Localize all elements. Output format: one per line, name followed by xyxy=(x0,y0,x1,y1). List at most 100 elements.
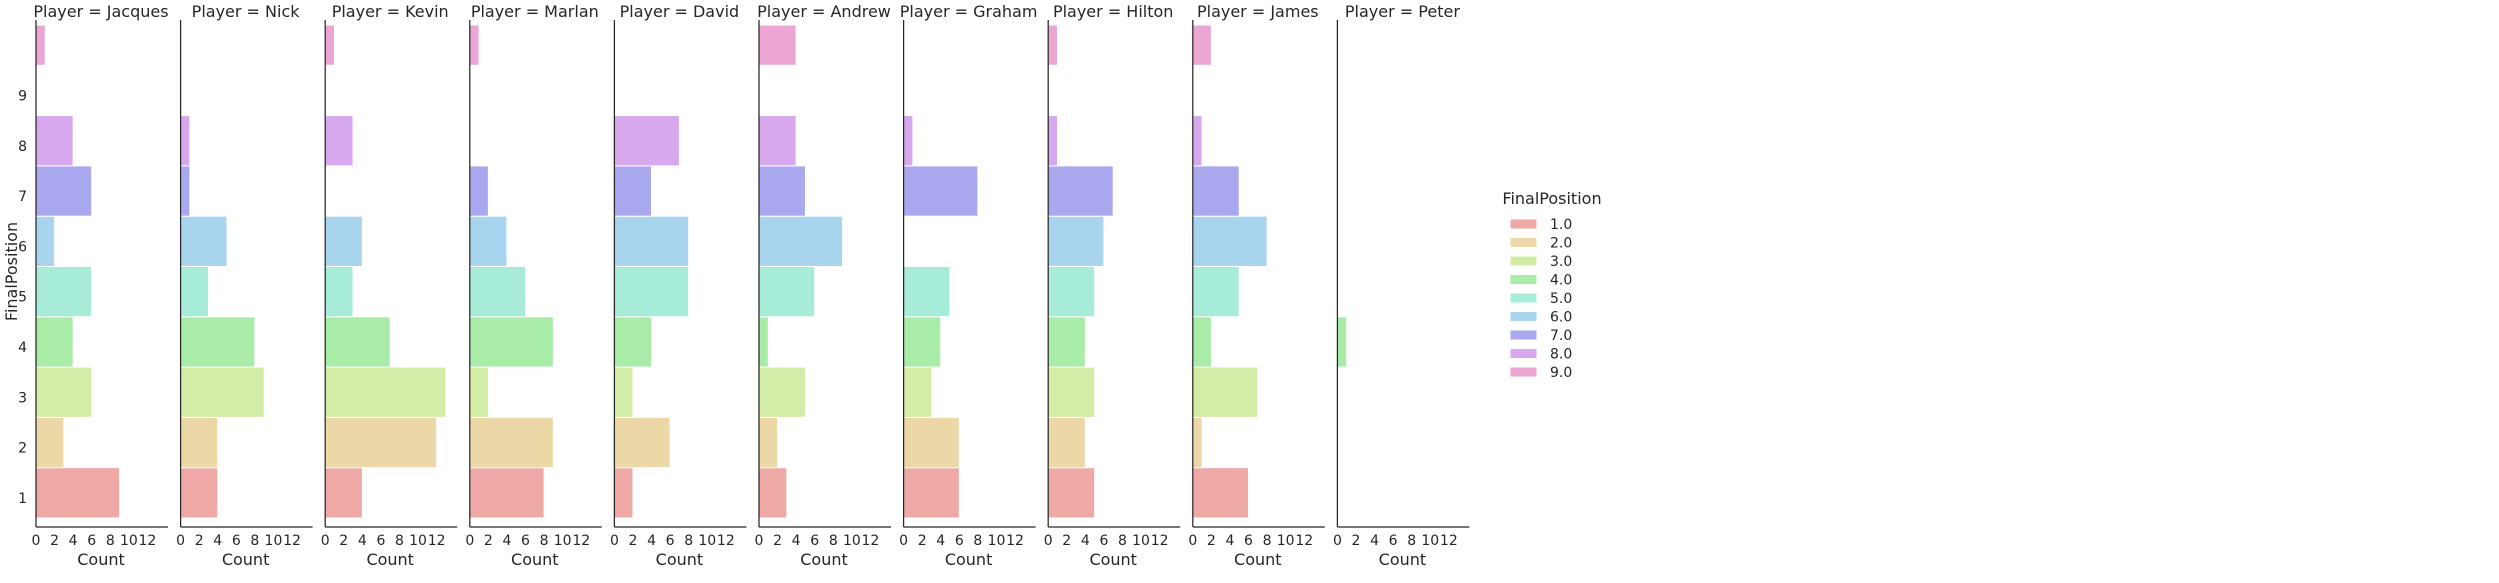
panel-title-nick: Player = Nick xyxy=(192,2,301,21)
legend-swatch-7 xyxy=(1509,329,1538,341)
bar-david-bin-4 xyxy=(613,316,653,368)
x-tick-label-graham-6: 6 xyxy=(955,533,964,549)
x-tick-label-peter-8: 8 xyxy=(1407,533,1416,549)
bar-marlan-bin-3 xyxy=(469,366,489,418)
x-tick-label-andrew-8: 8 xyxy=(829,533,838,549)
y-tick-label-2: 2 xyxy=(18,441,27,457)
x-tick-label-peter-6: 6 xyxy=(1389,533,1398,549)
bar-hilton-bin-8 xyxy=(1047,115,1058,167)
bar-james-bin-7 xyxy=(1192,165,1240,217)
x-axis-label-james: Count xyxy=(1234,550,1282,569)
panel-title-peter: Player = Peter xyxy=(1345,2,1460,21)
x-tick-label-jacques-8: 8 xyxy=(106,533,115,549)
bar-hilton-bin-7 xyxy=(1047,165,1114,217)
x-tick-label-james-8: 8 xyxy=(1263,533,1272,549)
x-tick-label-graham-4: 4 xyxy=(936,533,945,549)
x-tick-label-peter-10: 10 xyxy=(1421,533,1439,549)
x-tick-label-hilton-0: 0 xyxy=(1044,533,1053,549)
y-tick-label-8: 8 xyxy=(18,139,27,155)
bar-marlan-bin-1 xyxy=(469,467,545,519)
bar-james-bin-1 xyxy=(1192,467,1250,519)
x-tick-label-kevin-4: 4 xyxy=(358,533,367,549)
bar-andrew-bin-7 xyxy=(758,165,806,217)
x-tick-label-hilton-10: 10 xyxy=(1132,533,1150,549)
x-axis-label-peter: Count xyxy=(1379,550,1427,569)
y-tick-label-3: 3 xyxy=(18,390,27,406)
bar-hilton-bin-3 xyxy=(1047,366,1096,418)
bar-graham-bin-4 xyxy=(903,316,942,368)
bar-andrew-bin-2 xyxy=(758,416,779,469)
x-tick-label-marlan-12: 12 xyxy=(572,533,590,549)
x-tick-label-james-6: 6 xyxy=(1244,533,1253,549)
bar-graham-bin-8 xyxy=(903,115,914,167)
x-axis-label-hilton: Count xyxy=(1089,550,1137,569)
x-tick-label-nick-6: 6 xyxy=(232,533,241,549)
bar-hilton-bin-2 xyxy=(1047,416,1086,469)
bar-jacques-bin-7 xyxy=(35,165,93,217)
bar-james-bin-4 xyxy=(1192,316,1212,368)
bar-hilton-bin-5 xyxy=(1047,265,1096,318)
bar-nick-bin-7 xyxy=(180,165,191,217)
x-tick-label-nick-8: 8 xyxy=(250,533,259,549)
bar-graham-bin-7 xyxy=(903,165,979,217)
x-tick-label-kevin-0: 0 xyxy=(321,533,330,549)
bar-andrew-bin-5 xyxy=(758,265,816,318)
x-tick-label-david-6: 6 xyxy=(666,533,675,549)
x-tick-label-nick-4: 4 xyxy=(213,533,222,549)
x-tick-label-andrew-10: 10 xyxy=(843,533,861,549)
x-tick-label-graham-2: 2 xyxy=(918,533,927,549)
bar-jacques-bin-5 xyxy=(35,265,93,318)
x-axis-label-jacques: Count xyxy=(77,550,125,569)
bar-hilton-bin-4 xyxy=(1047,316,1086,368)
legend-label-7: 7.0 xyxy=(1550,328,1572,344)
x-tick-label-marlan-2: 2 xyxy=(484,533,493,549)
legend-swatch-1 xyxy=(1509,218,1538,230)
panel-title-marlan: Player = Marlan xyxy=(471,2,599,21)
x-tick-label-marlan-4: 4 xyxy=(502,533,511,549)
x-tick-label-david-12: 12 xyxy=(717,533,735,549)
bar-andrew-bin-4 xyxy=(758,316,769,368)
bar-marlan-bin-7 xyxy=(469,165,489,217)
bar-jacques-bin-10 xyxy=(35,24,46,66)
legend-label-2: 2.0 xyxy=(1550,236,1572,252)
bar-david-bin-1 xyxy=(613,467,634,519)
x-tick-label-jacques-2: 2 xyxy=(50,533,59,549)
x-axis-label-nick: Count xyxy=(222,550,270,569)
legend-label-9: 9.0 xyxy=(1550,365,1572,381)
legend-swatch-8 xyxy=(1509,348,1538,359)
x-tick-label-graham-12: 12 xyxy=(1006,533,1024,549)
bar-marlan-bin-6 xyxy=(469,215,508,267)
legend-title: FinalPosition xyxy=(1502,189,1601,208)
x-tick-label-james-10: 10 xyxy=(1277,533,1295,549)
bar-nick-bin-3 xyxy=(180,366,265,418)
x-tick-label-david-8: 8 xyxy=(684,533,693,549)
bar-graham-bin-3 xyxy=(903,366,932,418)
bar-jacques-bin-4 xyxy=(35,316,74,368)
x-tick-label-david-10: 10 xyxy=(698,533,716,549)
x-tick-label-kevin-8: 8 xyxy=(395,533,404,549)
x-tick-label-andrew-4: 4 xyxy=(792,533,801,549)
legend-label-5: 5.0 xyxy=(1550,291,1572,307)
x-tick-label-david-0: 0 xyxy=(610,533,619,549)
x-tick-label-jacques-10: 10 xyxy=(120,533,138,549)
legend-swatch-6 xyxy=(1509,311,1538,322)
bar-kevin-bin-1 xyxy=(324,467,363,519)
x-tick-label-hilton-8: 8 xyxy=(1118,533,1127,549)
y-tick-label-6: 6 xyxy=(18,239,27,255)
x-tick-label-peter-2: 2 xyxy=(1352,533,1361,549)
x-tick-label-kevin-10: 10 xyxy=(409,533,427,549)
bar-marlan-bin-5 xyxy=(469,265,527,318)
legend-label-4: 4.0 xyxy=(1550,273,1572,289)
bar-nick-bin-1 xyxy=(180,467,219,519)
bar-james-bin-5 xyxy=(1192,265,1240,318)
x-tick-label-marlan-8: 8 xyxy=(540,533,549,549)
x-tick-label-david-4: 4 xyxy=(647,533,656,549)
x-tick-label-hilton-12: 12 xyxy=(1151,533,1169,549)
x-tick-label-jacques-12: 12 xyxy=(139,533,157,549)
y-tick-label-7: 7 xyxy=(18,189,27,205)
x-tick-label-nick-10: 10 xyxy=(265,533,283,549)
x-tick-label-david-2: 2 xyxy=(629,533,638,549)
legend-swatch-9 xyxy=(1509,366,1538,378)
bar-david-bin-2 xyxy=(613,416,671,469)
